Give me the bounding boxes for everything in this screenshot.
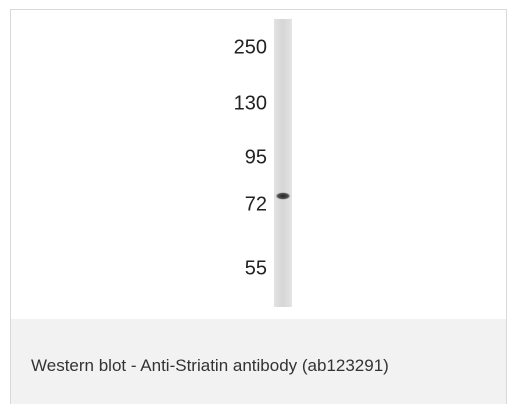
- lane: [274, 19, 292, 307]
- marker-label: 55: [245, 257, 267, 279]
- blot: 250 130 95 72 55: [11, 10, 506, 319]
- marker-label: 130: [234, 92, 267, 114]
- band: [275, 192, 291, 200]
- marker-label: 95: [245, 146, 267, 168]
- caption-area: Western blot - Anti-Striatin antibody (a…: [11, 319, 506, 404]
- marker-label: 250: [234, 36, 267, 58]
- figure: 250 130 95 72 55 Western blot - Anti-Striati…: [10, 9, 507, 404]
- marker-labels: 250 130 95 72 55: [234, 36, 267, 279]
- marker-label: 72: [245, 193, 267, 215]
- blot-image: 250 130 95 72 55: [11, 10, 506, 319]
- caption: Western blot - Anti-Striatin antibody (a…: [31, 356, 389, 376]
